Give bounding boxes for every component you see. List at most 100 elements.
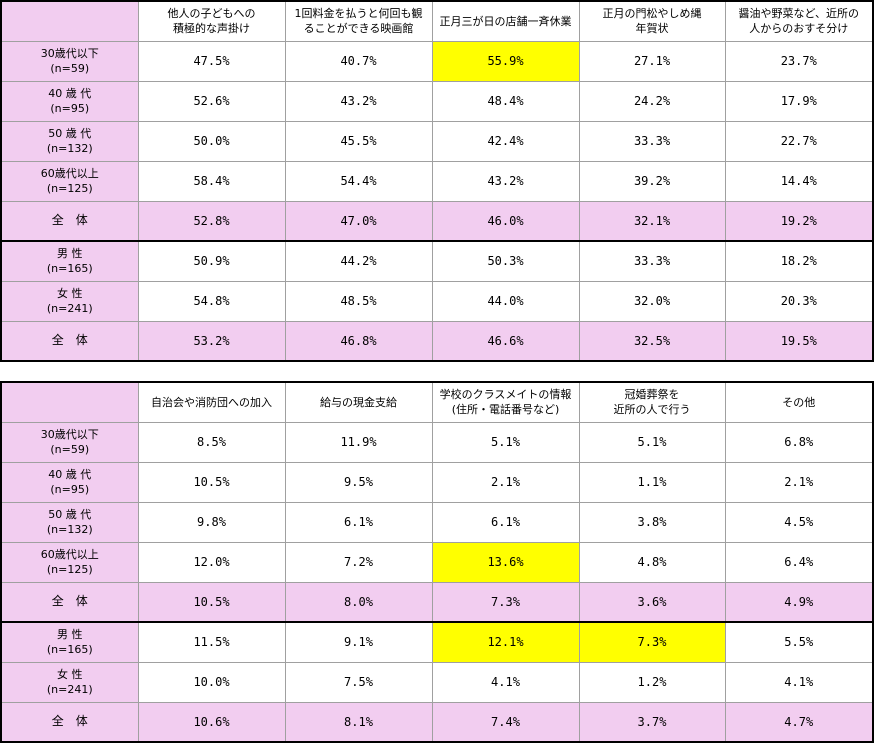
table-row: 30歳代以下 (n=59) 8.5% 11.9% 5.1% 5.1% 6.8% [0,421,874,463]
column-header: 1回料金を払うと何回も観 ることができる映画館 [284,0,433,42]
value-cell: 1.1% [578,461,726,503]
value-cell: 46.6% [431,320,580,362]
table-row: 50 歳 代 (n=132) 9.8% 6.1% 6.1% 3.8% 4.5% [0,501,874,543]
value-cell: 7.2% [284,541,433,583]
row-label: 50 歳 代 (n=132) [0,120,139,162]
value-cell-highlighted: 55.9% [431,40,580,82]
column-header: 学校のクラスメイトの情報 (住所・電話番号など) [431,381,580,423]
value-cell: 18.2% [724,240,874,282]
row-label: 女 性 (n=241) [0,280,139,322]
value-cell: 47.5% [137,40,286,82]
value-cell: 58.4% [137,160,286,202]
row-label: 40 歳 代 (n=95) [0,80,139,122]
column-header: 醤油や野菜など、近所の 人からのおすそ分け [724,0,874,42]
value-cell: 19.5% [724,320,874,362]
value-cell: 6.8% [724,421,874,463]
value-cell: 9.1% [284,621,433,663]
value-cell: 48.4% [431,80,580,122]
value-cell: 5.1% [578,421,726,463]
value-cell: 1.2% [578,661,726,703]
value-cell: 5.1% [431,421,580,463]
value-cell: 43.2% [284,80,433,122]
table-row: 40 歳 代 (n=95) 52.6% 43.2% 48.4% 24.2% 17.9% [0,80,874,122]
value-cell: 2.1% [431,461,580,503]
value-cell: 6.4% [724,541,874,583]
header-row: 自治会や消防団への加入 給与の現金支給 学校のクラスメイトの情報 (住所・電話番号など… [0,381,874,423]
survey-table-bottom: 自治会や消防団への加入 給与の現金支給 学校のクラスメイトの情報 (住所・電話番号など… [0,381,874,743]
value-cell: 4.9% [724,581,874,623]
value-cell: 7.5% [284,661,433,703]
row-label: 60歳代以上 (n=125) [0,541,139,583]
row-label: 全 体 [0,320,139,362]
value-cell: 39.2% [578,160,726,202]
header-row: 他人の子どもへの 積極的な声掛け 1回料金を払うと何回も観 ることができる映画館 正月三… [0,0,874,42]
value-cell: 11.5% [137,621,286,663]
value-cell: 17.9% [724,80,874,122]
value-cell: 10.0% [137,661,286,703]
value-cell: 20.3% [724,280,874,322]
value-cell: 2.1% [724,461,874,503]
value-cell: 3.8% [578,501,726,543]
value-cell: 44.0% [431,280,580,322]
row-label: 全 体 [0,200,139,242]
value-cell: 4.7% [724,701,874,743]
value-cell: 4.8% [578,541,726,583]
row-label: 40 歳 代 (n=95) [0,461,139,503]
table-row: 男 性 (n=165) 11.5% 9.1% 12.1% 7.3% 5.5% [0,621,874,663]
table-row: 60歳代以上 (n=125) 12.0% 7.2% 13.6% 4.8% 6.4% [0,541,874,583]
table-row: 女 性 (n=241) 10.0% 7.5% 4.1% 1.2% 4.1% [0,661,874,703]
row-label: 50 歳 代 (n=132) [0,501,139,543]
column-header: 正月の門松やしめ縄 年賀状 [578,0,726,42]
value-cell: 10.6% [137,701,286,743]
value-cell: 27.1% [578,40,726,82]
column-header: 他人の子どもへの 積極的な声掛け [137,0,286,42]
row-label: 60歳代以上 (n=125) [0,160,139,202]
value-cell: 43.2% [431,160,580,202]
column-header: 冠婚葬祭を 近所の人で行う [578,381,726,423]
value-cell: 32.0% [578,280,726,322]
value-cell: 33.3% [578,120,726,162]
value-cell: 47.0% [284,200,433,242]
row-label: 男 性 (n=165) [0,621,139,663]
column-header: 自治会や消防団への加入 [137,381,286,423]
value-cell: 32.1% [578,200,726,242]
value-cell: 46.8% [284,320,433,362]
value-cell-highlighted: 12.1% [431,621,580,663]
value-cell: 3.7% [578,701,726,743]
survey-table-top: 他人の子どもへの 積極的な声掛け 1回料金を払うと何回も観 ることができる映画館 正月三… [0,0,874,362]
row-label: 男 性 (n=165) [0,240,139,282]
value-cell: 6.1% [431,501,580,543]
column-header: 正月三が日の店舗一斉休業 [431,0,580,42]
total-row: 全 体 10.6% 8.1% 7.4% 3.7% 4.7% [0,701,874,743]
value-cell: 54.8% [137,280,286,322]
row-label: 全 体 [0,701,139,743]
total-row: 全 体 53.2% 46.8% 46.6% 32.5% 19.5% [0,320,874,362]
value-cell: 19.2% [724,200,874,242]
column-header: 給与の現金支給 [284,381,433,423]
value-cell: 11.9% [284,421,433,463]
value-cell-highlighted: 13.6% [431,541,580,583]
value-cell: 24.2% [578,80,726,122]
table-row: 女 性 (n=241) 54.8% 48.5% 44.0% 32.0% 20.3% [0,280,874,322]
row-label: 30歳代以下 (n=59) [0,421,139,463]
corner-cell [0,0,139,42]
value-cell: 54.4% [284,160,433,202]
value-cell: 23.7% [724,40,874,82]
table-row: 60歳代以上 (n=125) 58.4% 54.4% 43.2% 39.2% 14.4% [0,160,874,202]
column-header: その他 [724,381,874,423]
table-row: 50 歳 代 (n=132) 50.0% 45.5% 42.4% 33.3% 22.7% [0,120,874,162]
table-row: 30歳代以下 (n=59) 47.5% 40.7% 55.9% 27.1% 23.7% [0,40,874,82]
value-cell: 8.0% [284,581,433,623]
value-cell: 10.5% [137,581,286,623]
value-cell: 4.1% [431,661,580,703]
total-row: 全 体 10.5% 8.0% 7.3% 3.6% 4.9% [0,581,874,623]
value-cell: 3.6% [578,581,726,623]
row-label: 女 性 (n=241) [0,661,139,703]
value-cell: 50.9% [137,240,286,282]
value-cell: 32.5% [578,320,726,362]
value-cell: 22.7% [724,120,874,162]
table-row: 40 歳 代 (n=95) 10.5% 9.5% 2.1% 1.1% 2.1% [0,461,874,503]
value-cell: 46.0% [431,200,580,242]
corner-cell [0,381,139,423]
value-cell: 4.5% [724,501,874,543]
